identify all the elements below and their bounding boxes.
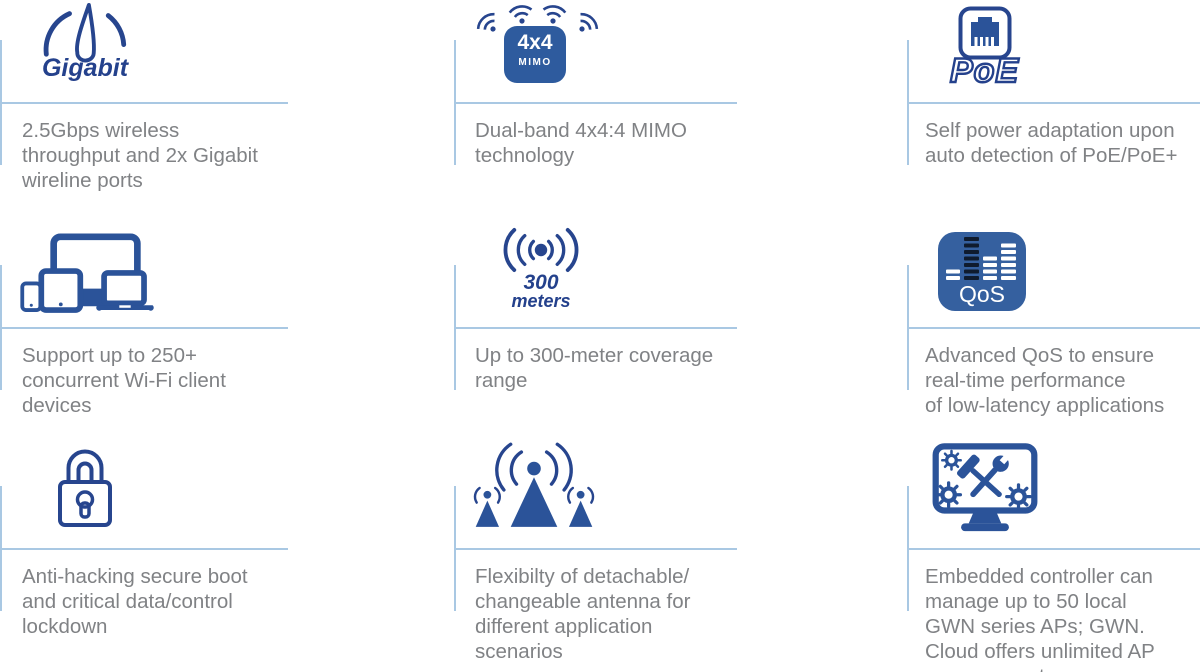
client-devices-icon xyxy=(20,233,154,313)
feature-card-gigabit: Gigabit 2.5Gbps wireless throughput and … xyxy=(0,0,290,226)
divider-horizontal xyxy=(907,327,1200,329)
feature-card-coverage: 300 meters Up to 300-meter coverage rang… xyxy=(454,225,740,451)
coverage-badge-300: 300 xyxy=(523,271,559,294)
wrench-icon xyxy=(970,452,1012,498)
poe-label: PoE xyxy=(949,51,1020,91)
divider-horizontal xyxy=(0,102,288,104)
feature-card-qos: QoS Advanced QoS to ensure real-time per… xyxy=(907,225,1200,451)
feature-card-poe: PoE Self power adaptation upon auto dete… xyxy=(907,0,1200,226)
mimo-badge-mimo: MIMO xyxy=(518,57,552,68)
feature-card-antenna: Flexibilty of detachable/ changeable ant… xyxy=(454,442,740,672)
mimo-badge-4x4: 4x4 xyxy=(517,31,553,54)
gigabit-label: Gigabit xyxy=(41,54,129,82)
qos-equalizer-icon: QoS xyxy=(938,232,1026,311)
divider-horizontal xyxy=(907,102,1200,104)
feature-text: Up to 300-meter coverage range xyxy=(475,344,714,392)
feature-card-security: Anti-hacking secure boot and critical da… xyxy=(0,446,290,672)
ethernet-port-icon xyxy=(958,6,1012,60)
feature-text: Embedded controller can manage up to 50 … xyxy=(925,565,1155,672)
divider-horizontal xyxy=(0,327,288,329)
padlock-icon xyxy=(58,449,112,527)
qos-label: QoS xyxy=(958,281,1006,307)
feature-text: Anti-hacking secure boot and critical da… xyxy=(22,565,248,638)
coverage-badge-meters: meters xyxy=(511,291,571,311)
antenna-towers-icon xyxy=(473,442,595,527)
feature-text: Dual-band 4x4:4 MIMO technology xyxy=(475,119,687,167)
signal-range-icon xyxy=(503,228,579,272)
wifi-mimo-icon xyxy=(473,3,602,83)
controller-monitor-icon xyxy=(932,443,1038,532)
divider-horizontal xyxy=(454,102,737,104)
feature-card-mimo: 4x4 MIMO Dual-band 4x4:4 MIMO technology xyxy=(454,0,740,226)
divider-horizontal xyxy=(454,327,737,329)
feature-text: Self power adaptation upon auto detectio… xyxy=(925,119,1178,167)
divider-horizontal xyxy=(907,548,1200,550)
divider-horizontal xyxy=(454,548,737,550)
feature-card-clients: Support up to 250+ concurrent Wi-Fi clie… xyxy=(0,225,290,451)
divider-horizontal xyxy=(0,548,288,550)
feature-text: Support up to 250+ concurrent Wi-Fi clie… xyxy=(22,344,226,417)
feature-text: Advanced QoS to ensure real-time perform… xyxy=(925,344,1165,417)
equalizer-bars xyxy=(946,237,1016,280)
feature-text: 2.5Gbps wireless throughput and 2x Gigab… xyxy=(22,119,258,192)
feature-card-controller: Embedded controller can manage up to 50 … xyxy=(907,443,1200,672)
speedometer-icon xyxy=(43,2,127,63)
feature-text: Flexibilty of detachable/ changeable ant… xyxy=(475,565,691,663)
